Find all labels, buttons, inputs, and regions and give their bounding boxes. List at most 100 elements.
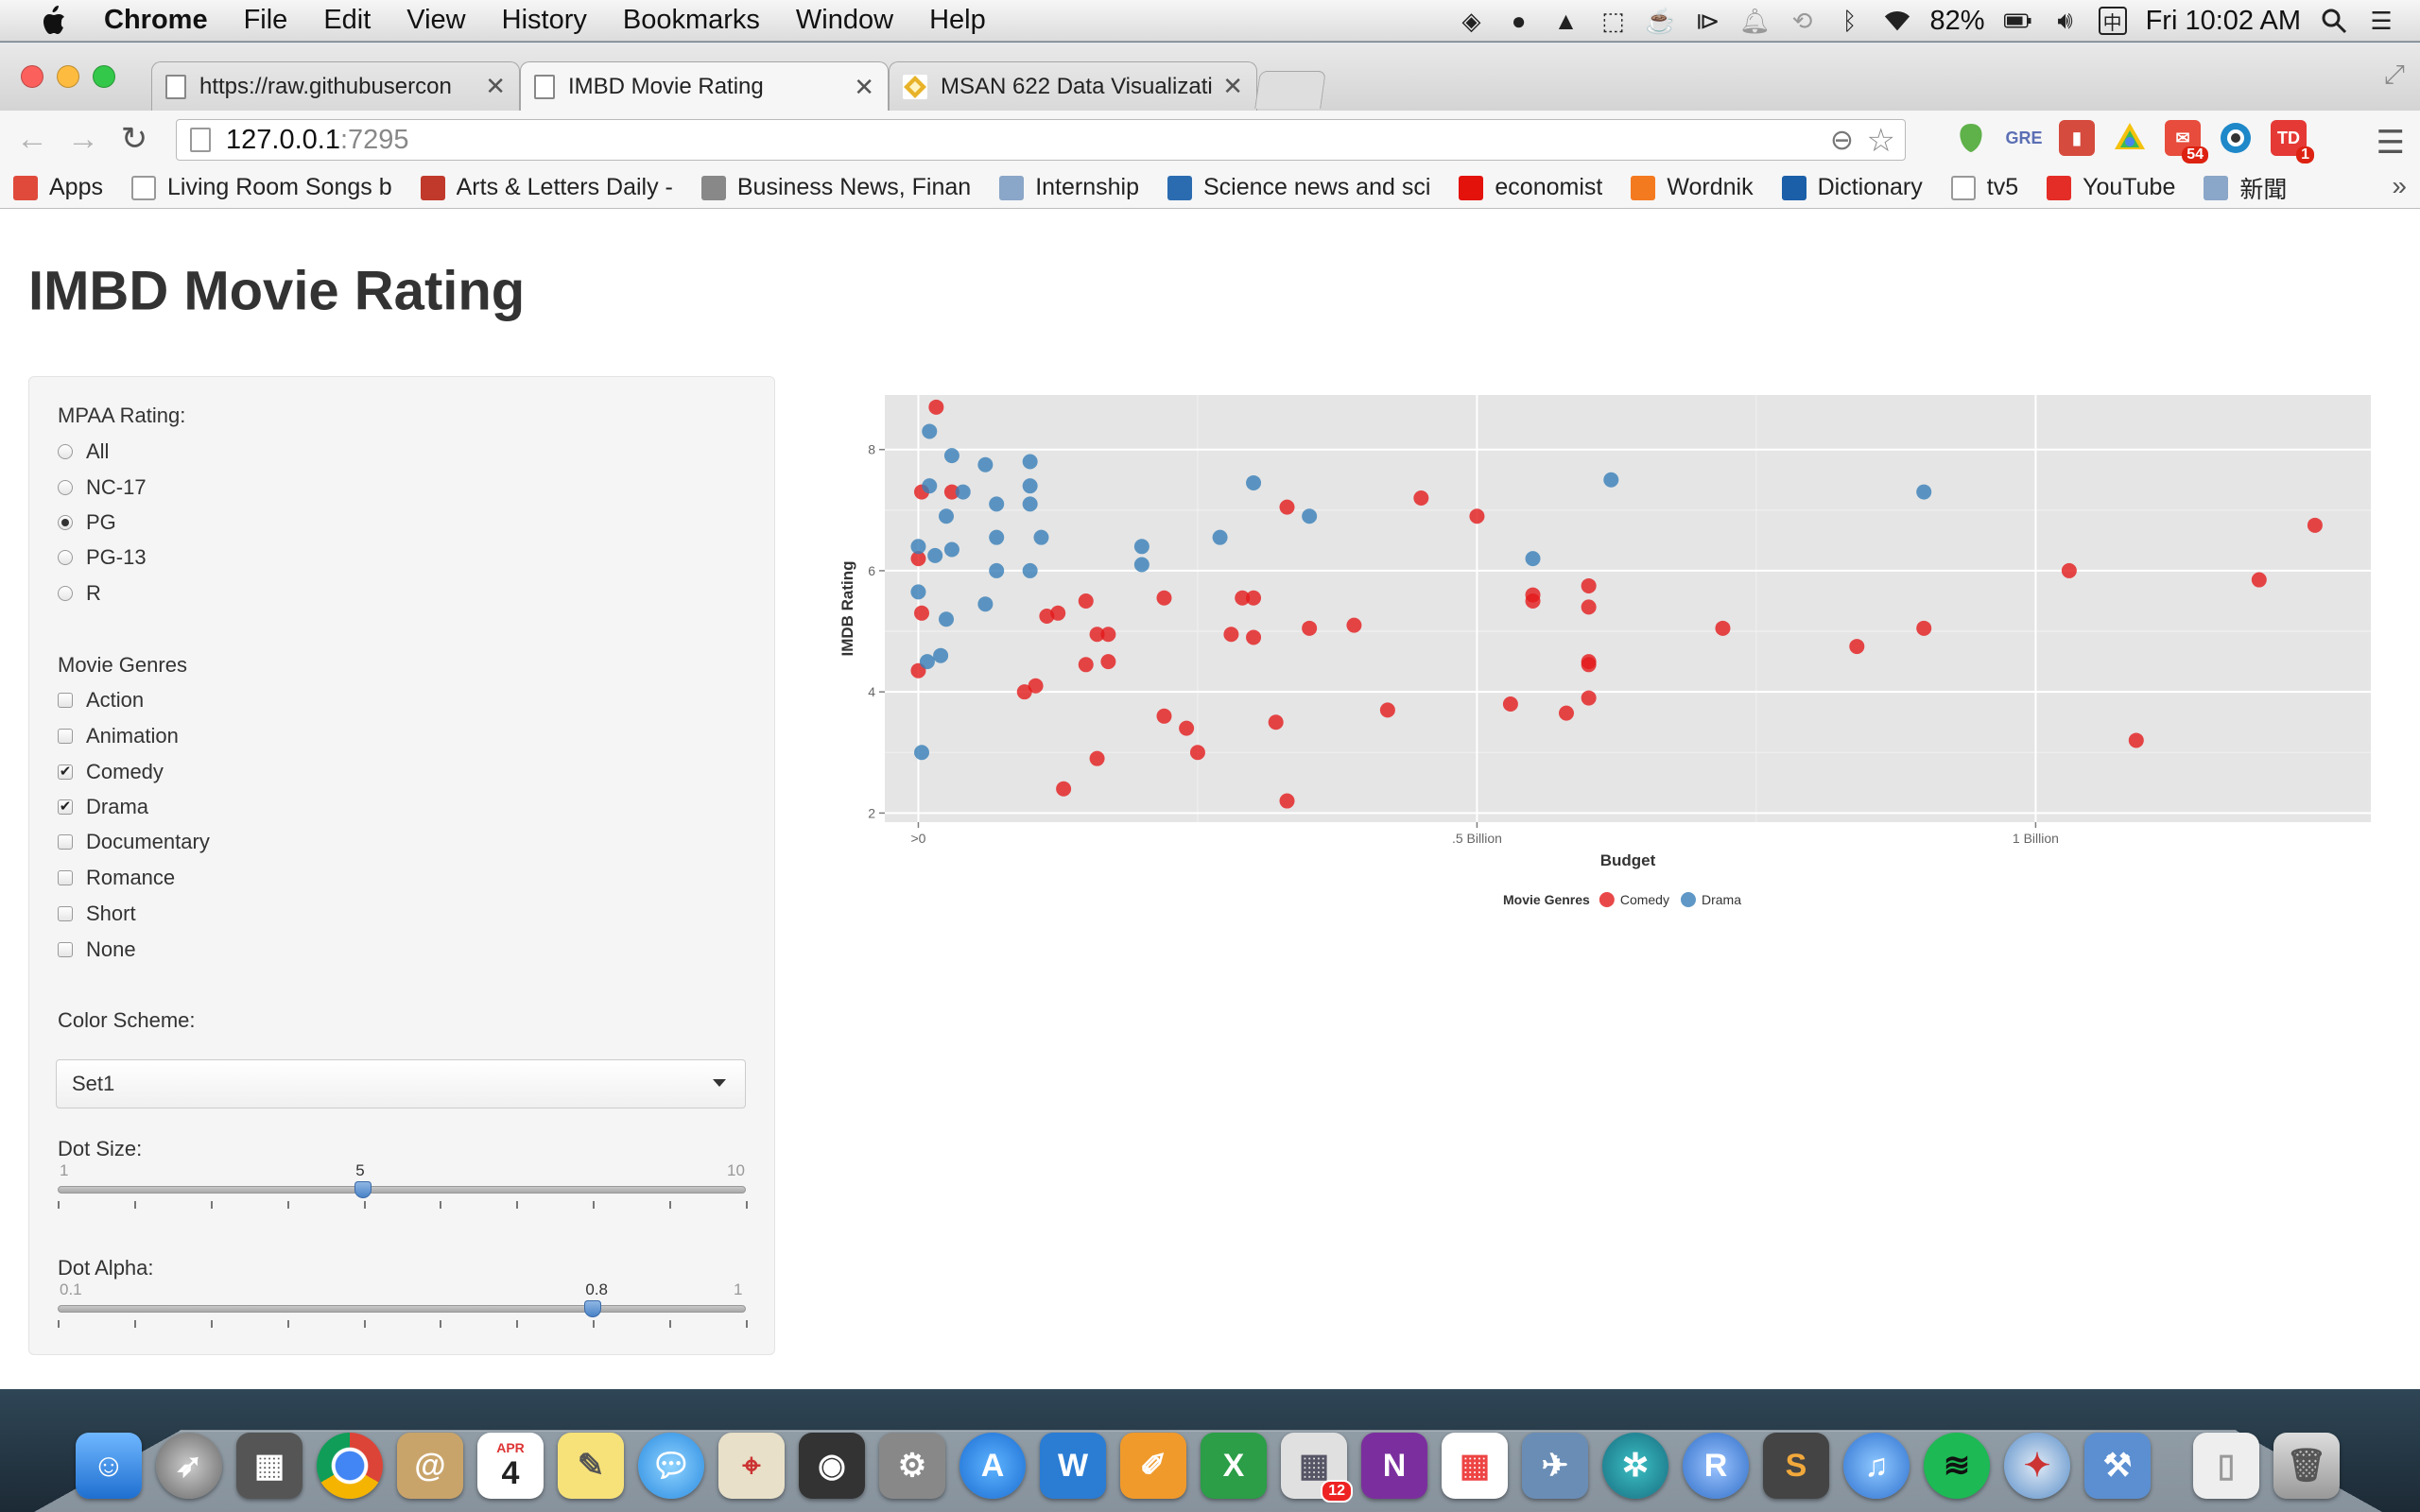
radio-all[interactable]: All	[58, 439, 109, 464]
chrome-menu-icon[interactable]: ☰	[2377, 124, 2405, 162]
dot-alpha-slider-handle[interactable]	[584, 1300, 601, 1317]
excel-icon[interactable]: X	[1201, 1433, 1267, 1499]
messages-icon[interactable]: 💬︎	[638, 1433, 704, 1499]
preview-icon[interactable]: ✈	[1522, 1433, 1588, 1499]
chrome-dock-icon[interactable]	[317, 1433, 383, 1499]
bookmark-item[interactable]: Arts & Letters Daily -	[421, 174, 673, 201]
checkbox[interactable]	[58, 906, 73, 921]
notification-center-icon[interactable]: ☰	[2367, 7, 2395, 35]
bluetooth-icon[interactable]: ᛒ	[1836, 7, 1864, 35]
bookmark-item[interactable]: Apps	[13, 174, 103, 201]
radio-button[interactable]	[58, 444, 73, 459]
mission-control-icon[interactable]: ▦	[236, 1433, 302, 1499]
checkbox-comedy[interactable]: ✔ Comedy	[58, 760, 164, 784]
launchpad-icon[interactable]: ➶	[156, 1433, 222, 1499]
spotify-icon[interactable]: ≋	[1924, 1433, 1990, 1499]
screenshot-icon[interactable]: ⬚	[1599, 7, 1628, 35]
menu-chrome[interactable]: Chrome	[104, 5, 208, 36]
reload-icon[interactable]: ↻	[115, 120, 153, 158]
menu-help[interactable]: Help	[929, 5, 986, 36]
evernote-status-icon[interactable]: ●	[1505, 7, 1533, 35]
trash-icon[interactable]: 🗑︎	[2273, 1433, 2340, 1499]
checkbox[interactable]	[58, 870, 73, 885]
radio-r[interactable]: R	[58, 581, 101, 606]
system-preferences-icon[interactable]: ⚙	[879, 1433, 945, 1499]
time-machine-icon[interactable]: ⟲	[1789, 7, 1817, 35]
address-bar[interactable]: 127.0.0.1:7295 ⊖ ☆	[176, 119, 1906, 161]
checkbox-short[interactable]: Short	[58, 902, 136, 926]
checkbox-romance[interactable]: Romance	[58, 866, 175, 890]
wifi-icon[interactable]	[1883, 7, 1911, 35]
checkbox-action[interactable]: Action	[58, 688, 144, 713]
checkbox[interactable]	[58, 693, 73, 708]
dropbox-icon[interactable]: ◈	[1458, 7, 1486, 35]
documents-stack-icon[interactable]: ▯	[2193, 1433, 2259, 1499]
apple-menu-icon[interactable]	[34, 2, 72, 40]
dot-size-slider-track[interactable]	[58, 1186, 746, 1194]
sourcetree-icon[interactable]: ✲	[1602, 1433, 1668, 1499]
menu-edit[interactable]: Edit	[323, 5, 371, 36]
zoom-icon[interactable]: ⊖	[1830, 124, 1854, 157]
bookmark-item[interactable]: YouTube	[2047, 174, 2175, 201]
todo-extension-icon[interactable]: TD 1	[2271, 120, 2307, 156]
sublime-text-icon[interactable]: S	[1763, 1433, 1829, 1499]
menu-file[interactable]: File	[244, 5, 288, 36]
radio-pg-13[interactable]: PG-13	[58, 545, 147, 570]
bookmark-star-icon[interactable]: ☆	[1867, 122, 1895, 160]
evernote-icon[interactable]	[1953, 120, 1989, 156]
gre-icon[interactable]: GRE	[2006, 120, 2042, 156]
menu-view[interactable]: View	[406, 5, 465, 36]
spotlight-search-icon[interactable]	[2320, 7, 2348, 35]
fullscreen-icon[interactable]: ⤢	[2384, 60, 2405, 91]
checkbox-checked[interactable]: ✔	[58, 799, 73, 815]
radio-button[interactable]	[58, 480, 73, 495]
xcode-icon[interactable]: ⚒	[2084, 1433, 2151, 1499]
checkbox[interactable]	[58, 834, 73, 850]
checkbox-animation[interactable]: Animation	[58, 724, 179, 748]
caffeine-icon[interactable]: ☕	[1647, 7, 1675, 35]
bookmark-item[interactable]: Science news and sci	[1167, 174, 1430, 201]
tab-imbd-movie-rating[interactable]: IMBD Movie Rating ✕	[520, 61, 889, 112]
gmail-icon[interactable]: ✉ 54	[2165, 120, 2201, 156]
finder-icon[interactable]: ☺	[76, 1433, 142, 1499]
input-method-icon[interactable]: 中	[2099, 7, 2127, 35]
bookmark-item[interactable]: Living Room Songs b	[131, 174, 392, 201]
bookmark-item[interactable]: Business News, Finan	[701, 174, 971, 201]
notes-icon[interactable]: ✎	[558, 1433, 624, 1499]
itunes-icon[interactable]: ♫	[1843, 1433, 1910, 1499]
google-apps-icon[interactable]	[2112, 120, 2148, 156]
window-zoom-button[interactable]	[93, 65, 115, 88]
forward-arrow-icon[interactable]: →	[64, 120, 102, 158]
dot-alpha-slider-track[interactable]	[58, 1305, 746, 1313]
facetime-icon[interactable]: ◉	[799, 1433, 865, 1499]
volume-icon[interactable]: 🔊︎	[2051, 7, 2080, 35]
menu-history[interactable]: History	[502, 5, 587, 36]
safari-icon[interactable]: ✦	[2004, 1433, 2070, 1499]
calendar-icon[interactable]: APR 4	[477, 1433, 544, 1499]
color-scheme-select[interactable]: Set1	[56, 1059, 746, 1108]
back-arrow-icon[interactable]: ←	[13, 120, 51, 158]
bookmark-item[interactable]: Wordnik	[1631, 174, 1753, 201]
menu-window[interactable]: Window	[796, 5, 893, 36]
radio-pg[interactable]: PG	[58, 510, 116, 535]
bookmark-item[interactable]: tv5	[1951, 174, 2018, 201]
checkbox-documentary[interactable]: Documentary	[58, 830, 210, 854]
radio-button[interactable]	[58, 550, 73, 565]
contacts-icon[interactable]: @	[397, 1433, 463, 1499]
checkbox-drama[interactable]: ✔ Drama	[58, 795, 148, 819]
r-icon[interactable]: R	[1683, 1433, 1749, 1499]
battery-icon[interactable]	[2004, 7, 2032, 35]
menubar-clock[interactable]: Fri 10:02 AM	[2146, 6, 2301, 37]
notification-bell-icon[interactable]: 🔔︎	[1741, 7, 1770, 35]
radio-button-selected[interactable]	[58, 515, 73, 530]
bookmark-item[interactable]: Internship	[999, 174, 1139, 201]
pages-icon[interactable]: ✐	[1120, 1433, 1186, 1499]
sound-app-icon[interactable]: ⧐	[1694, 7, 1722, 35]
checkbox[interactable]	[58, 942, 73, 957]
radio-button[interactable]	[58, 586, 73, 601]
window-close-button[interactable]	[21, 65, 43, 88]
google-apps-grid-icon[interactable]: ▦	[1442, 1433, 1508, 1499]
new-tab-button[interactable]	[1254, 71, 1326, 109]
google-drive-icon[interactable]: ▲	[1552, 7, 1581, 35]
checkbox-checked[interactable]: ✔	[58, 765, 73, 780]
